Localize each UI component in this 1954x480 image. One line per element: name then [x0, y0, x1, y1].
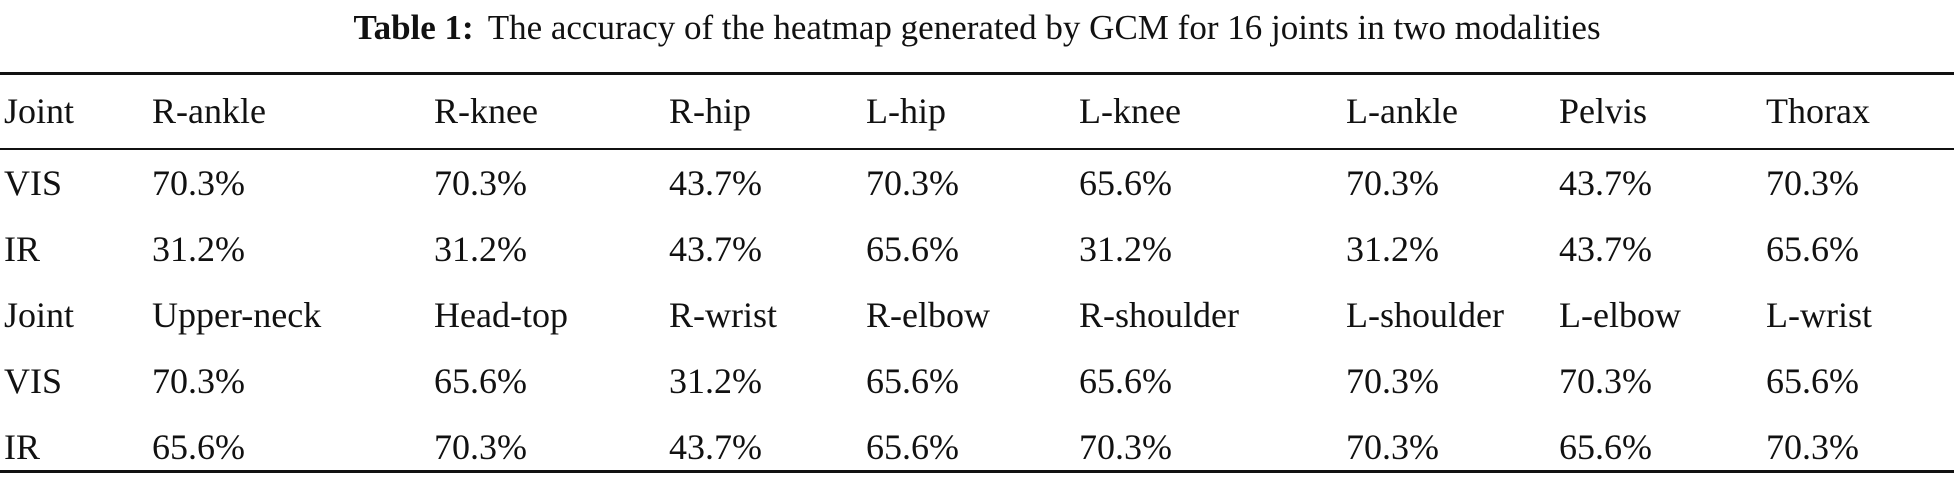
table-cell: 43.7%	[669, 229, 762, 269]
table-cell: L-wrist	[1766, 295, 1872, 335]
caption-text: The accuracy of the heatmap generated by…	[487, 8, 1601, 47]
table-cell: R-wrist	[669, 295, 777, 335]
table-cell: 43.7%	[1559, 163, 1652, 203]
table-cell: VIS	[4, 163, 63, 203]
table-cell: IR	[4, 427, 40, 467]
table-cell: 43.7%	[1559, 229, 1652, 269]
table-row-vis-1: VIS 70.3% 70.3% 43.7% 70.3% 65.6% 70.3% …	[0, 150, 1954, 216]
table-cell: R-ankle	[152, 91, 266, 131]
table-cell: L-hip	[866, 91, 946, 131]
table-cell: 65.6%	[1079, 361, 1172, 401]
table-cell: 31.2%	[1346, 229, 1439, 269]
table-cell: 65.6%	[866, 427, 959, 467]
table-cell: 65.6%	[1559, 427, 1652, 467]
table-cell: 65.6%	[152, 427, 245, 467]
table-cell: 70.3%	[866, 163, 959, 203]
table-cell: 70.3%	[152, 361, 245, 401]
table-cell: 65.6%	[1079, 163, 1172, 203]
table-cell: 43.7%	[669, 427, 762, 467]
table-cell: L-knee	[1079, 91, 1181, 131]
table-cell: R-elbow	[866, 295, 990, 335]
table-cell: 31.2%	[669, 361, 762, 401]
table-cell: 70.3%	[1346, 361, 1439, 401]
table-cell: 70.3%	[1766, 427, 1859, 467]
table-cell: Thorax	[1766, 91, 1870, 131]
table-cell: Pelvis	[1559, 91, 1648, 131]
table-row-ir-2: IR 65.6% 70.3% 43.7% 65.6% 70.3% 70.3% 6…	[0, 414, 1954, 480]
table-cell: Head-top	[434, 295, 568, 335]
header-rule	[0, 148, 1954, 150]
table-cell: L-ankle	[1346, 91, 1458, 131]
table-cell: R-shoulder	[1079, 295, 1239, 335]
accuracy-table: Joint R-ankle R-knee R-hip L-hip L-knee …	[0, 78, 1954, 480]
bottom-rule	[0, 470, 1954, 473]
table-cell: 65.6%	[866, 361, 959, 401]
table-cell: Joint	[4, 295, 75, 335]
table-cell: VIS	[4, 361, 63, 401]
table-cell: 70.3%	[434, 427, 527, 467]
table-cell: 70.3%	[152, 163, 245, 203]
table-row-ir-1: IR 31.2% 31.2% 43.7% 65.6% 31.2% 31.2% 4…	[0, 216, 1954, 282]
table-cell: L-shoulder	[1346, 295, 1504, 335]
table-cell: 31.2%	[1079, 229, 1172, 269]
table-cell: 31.2%	[152, 229, 245, 269]
table-cell: 70.3%	[1346, 163, 1439, 203]
table-cell: 31.2%	[434, 229, 527, 269]
table-cell: 65.6%	[1766, 229, 1859, 269]
table-cell: 70.3%	[1766, 163, 1859, 203]
top-rule	[0, 72, 1954, 75]
table-cell: Upper-neck	[152, 295, 322, 335]
table-cell: Joint	[4, 91, 75, 131]
table-row-vis-2: VIS 70.3% 65.6% 31.2% 65.6% 65.6% 70.3% …	[0, 348, 1954, 414]
table-cell: R-hip	[669, 91, 752, 131]
table-cell: R-knee	[434, 91, 538, 131]
table-cell: L-elbow	[1559, 295, 1681, 335]
table-cell: 43.7%	[669, 163, 762, 203]
table-cell: 65.6%	[1766, 361, 1859, 401]
table-cell: 70.3%	[434, 163, 527, 203]
table-row-joint-header-2: Joint Upper-neck Head-top R-wrist R-elbo…	[0, 282, 1954, 348]
table-cell: IR	[4, 229, 40, 269]
caption-label: Table 1:	[353, 8, 474, 47]
table-row-joint-header-1: Joint R-ankle R-knee R-hip L-hip L-knee …	[0, 78, 1954, 144]
table-caption: Table 1: The accuracy of the heatmap gene…	[0, 0, 1954, 62]
table-cell: 70.3%	[1079, 427, 1172, 467]
table-cell: 65.6%	[434, 361, 527, 401]
table-cell: 70.3%	[1559, 361, 1652, 401]
table-cell: 65.6%	[866, 229, 959, 269]
table-cell: 70.3%	[1346, 427, 1439, 467]
